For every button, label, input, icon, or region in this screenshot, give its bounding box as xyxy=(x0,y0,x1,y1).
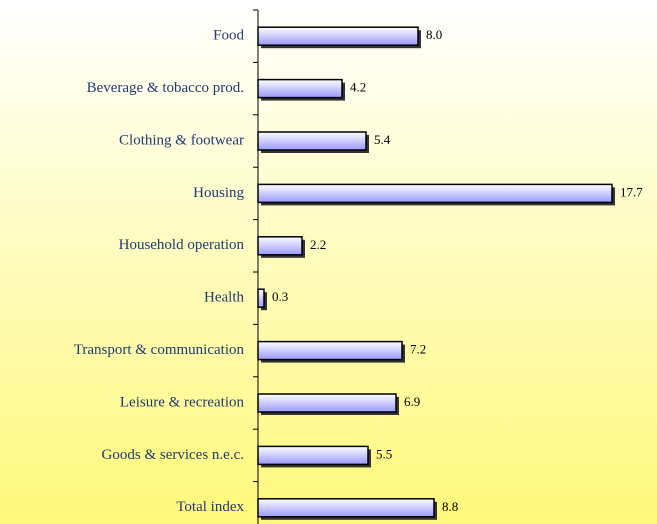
value-label: 17.7 xyxy=(620,184,643,199)
category-label: Household operation xyxy=(119,237,245,253)
bar xyxy=(257,26,419,46)
bar xyxy=(257,288,265,308)
bar xyxy=(257,393,397,413)
category-label: Clothing & footwear xyxy=(119,132,244,148)
category-label: Transport & communication xyxy=(74,342,245,358)
category-label: Beverage & tobacco prod. xyxy=(87,80,244,96)
value-label: 4.2 xyxy=(350,80,366,95)
category-label: Health xyxy=(204,290,244,306)
bar xyxy=(257,498,435,518)
value-label: 8.8 xyxy=(442,499,458,514)
bar xyxy=(257,445,369,466)
category-label: Goods & services n.e.c. xyxy=(102,447,244,463)
value-label: 7.2 xyxy=(410,342,426,357)
category-label: Total index xyxy=(176,499,244,515)
category-label: Food xyxy=(213,28,244,44)
bar xyxy=(257,236,303,256)
value-label: 2.2 xyxy=(310,237,326,252)
value-label: 8.0 xyxy=(426,27,442,42)
category-label: Leisure & recreation xyxy=(120,394,245,410)
value-label: 0.3 xyxy=(272,289,288,304)
value-label: 5.5 xyxy=(376,446,392,461)
category-label: Housing xyxy=(193,185,244,201)
bar xyxy=(257,78,343,99)
bar xyxy=(257,340,403,361)
bar xyxy=(257,131,367,151)
value-label: 5.4 xyxy=(374,132,391,147)
bar xyxy=(257,183,613,204)
value-label: 6.9 xyxy=(404,394,420,409)
